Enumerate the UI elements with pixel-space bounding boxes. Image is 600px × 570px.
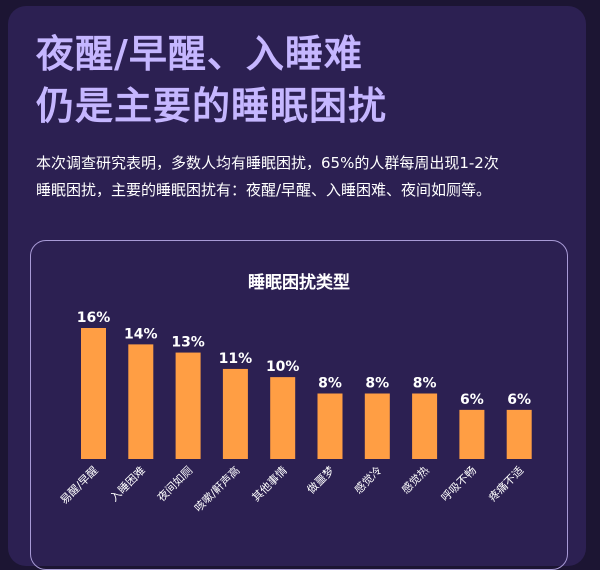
- intro-text: 本次调查研究表明，多数人均有睡眠困扰，65%的人群每周出现1-2次 睡眠困扰，主要…: [36, 150, 556, 204]
- bar-7: [364, 393, 390, 459]
- bar-5: [270, 377, 296, 459]
- category-label: 疼痛不适: [485, 463, 526, 504]
- category-label: 做噩梦: [304, 463, 337, 496]
- category-label: 入睡困难: [108, 464, 148, 504]
- bar-1: [81, 328, 106, 459]
- bar-value-label: 6%: [460, 392, 484, 408]
- bar-10: [506, 409, 532, 459]
- bar-8: [412, 393, 438, 459]
- category-label: 呼吸不畅: [438, 463, 479, 504]
- chart-panel: 睡眠困扰类型 16% 易醒/早醒 14% 入睡困难 13% 夜间如厕 11% 咳嗽/鼾声高 10…: [30, 240, 568, 570]
- category-label: 咳嗽/鼾声高: [191, 463, 242, 514]
- bar-value-label: 8%: [413, 376, 437, 392]
- bar-value-label: 11%: [219, 351, 253, 367]
- bar-value-label: 8%: [365, 376, 389, 392]
- bar-value-label: 6%: [507, 392, 531, 408]
- category-label: 易醒/早醒: [58, 464, 101, 507]
- bar-value-label: 10%: [266, 359, 300, 375]
- category-label: 夜间如厕: [154, 463, 195, 504]
- intro-line-2: 睡眠困扰，主要的睡眠困扰有：夜醒/早醒、入睡困难、夜间如厕等。: [36, 181, 492, 199]
- bar-4: [222, 368, 248, 459]
- category-label: 感觉热: [399, 464, 432, 497]
- bar-value-label: 14%: [124, 326, 158, 342]
- bar-value-label: 13%: [171, 335, 205, 351]
- bar-chart: 16% 易醒/早醒 14% 入睡困难 13% 夜间如厕 11% 咳嗽/鼾声高 10% 其他事情 8%…: [58, 310, 532, 515]
- category-label: 感觉冷: [352, 464, 385, 497]
- intro-line-1: 本次调查研究表明，多数人均有睡眠困扰，65%的人群每周出现1-2次: [36, 154, 499, 172]
- bar-value-label: 8%: [318, 376, 342, 392]
- bar-3: [175, 352, 201, 459]
- bar-2: [128, 344, 154, 459]
- bar-9: [459, 409, 485, 459]
- content-card: [8, 6, 586, 566]
- category-label: 其他事情: [250, 464, 290, 504]
- headline-line-2: 仍是主要的睡眠困扰: [36, 84, 388, 128]
- chart-title: 睡眠困扰类型: [248, 273, 350, 293]
- headline-line-1: 夜醒/早醒、入睡难: [36, 32, 363, 76]
- headline: 夜醒/早醒、入睡难 仍是主要的睡眠困扰: [36, 28, 387, 132]
- bar-6: [317, 393, 343, 459]
- bar-value-label: 16%: [77, 310, 111, 326]
